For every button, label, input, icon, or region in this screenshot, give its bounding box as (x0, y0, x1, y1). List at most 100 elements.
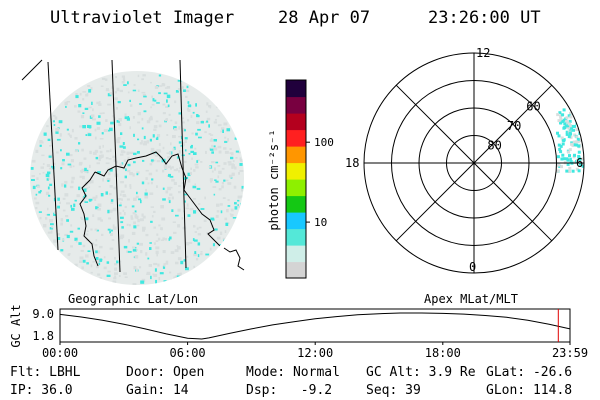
emission-dot (121, 75, 125, 78)
emission-dot (99, 112, 103, 115)
emission-dot (119, 163, 123, 166)
emission-dot (238, 171, 240, 175)
emission-dot (168, 113, 171, 116)
emission-dot (146, 140, 150, 144)
emission-dot (109, 247, 114, 250)
aurora-dot (577, 169, 581, 173)
emission-dot (94, 128, 97, 132)
emission-dot (126, 151, 130, 155)
emission-dot (113, 158, 116, 162)
emission-dot (136, 249, 138, 251)
emission-dot (181, 117, 184, 119)
emission-dot (108, 129, 111, 132)
emission-dot (163, 280, 167, 283)
colorbar-swatch (286, 96, 306, 114)
aurora-dot (574, 140, 578, 144)
aurora-dot (577, 110, 581, 114)
emission-dot (206, 117, 211, 121)
emission-dot (132, 249, 137, 252)
emission-dot (123, 272, 127, 275)
aurora-dot (558, 147, 562, 151)
emission-dot (79, 256, 84, 260)
emission-dot (186, 85, 189, 89)
emission-dot (97, 250, 101, 254)
emission-dot (88, 89, 92, 93)
emission-dot (153, 226, 156, 229)
aurora-dot (577, 120, 581, 124)
emission-dot (136, 171, 140, 174)
emission-dot (173, 126, 177, 129)
emission-dot (173, 169, 177, 172)
emission-dot (146, 271, 151, 275)
emission-dot (162, 237, 165, 240)
emission-dot (80, 216, 83, 219)
emission-dot (158, 224, 161, 227)
emission-dot (215, 214, 219, 218)
emission-dot (150, 115, 153, 118)
emission-dot (80, 171, 83, 174)
emission-dot (95, 195, 98, 199)
emission-dot (39, 173, 41, 175)
aurora-dot (563, 126, 567, 129)
emission-dot (235, 157, 238, 159)
emission-dot (219, 231, 223, 235)
emission-dot (116, 138, 120, 142)
colorbar-swatches (286, 80, 306, 279)
emission-dot (80, 249, 84, 252)
emission-dot (150, 159, 154, 162)
emission-dot (141, 140, 143, 143)
emission-dot (82, 175, 85, 180)
emission-dot (153, 273, 158, 277)
emission-dot (185, 95, 188, 98)
emission-dot (188, 153, 191, 155)
emission-dot (141, 117, 144, 121)
emission-dot (223, 239, 226, 243)
emission-dot (210, 217, 214, 220)
geo-image-panel (21, 59, 245, 285)
emission-dot (126, 223, 129, 226)
emission-dot (150, 181, 153, 185)
emission-dot (166, 152, 170, 154)
emission-dot (129, 104, 133, 107)
emission-dot (46, 125, 49, 128)
emission-dot (107, 167, 110, 171)
emission-dot (232, 160, 235, 163)
emission-dot (159, 155, 161, 159)
emission-dot (133, 197, 137, 201)
emission-dot (208, 133, 212, 135)
emission-dot (130, 215, 133, 219)
emission-dot (139, 103, 142, 105)
emission-dot (53, 212, 57, 216)
emission-dot (123, 212, 126, 216)
mlt-label-18: 18 (345, 156, 359, 170)
colorbar-tick-label: 10 (314, 216, 327, 229)
emission-dot (208, 105, 212, 108)
aurora-dot (562, 108, 566, 112)
ip-status: IP: 36.0 (10, 383, 73, 398)
emission-dot (98, 103, 102, 106)
emission-dot (101, 154, 104, 158)
emission-dot (120, 150, 125, 153)
emission-dot (200, 161, 203, 163)
emission-dot (123, 79, 126, 82)
emission-dot (173, 181, 177, 185)
emission-dot (226, 209, 229, 213)
emission-dot (185, 89, 190, 93)
emission-dot (84, 217, 89, 221)
emission-dot (109, 148, 112, 152)
emission-dot (170, 279, 175, 282)
colorbar-swatch (286, 129, 306, 147)
emission-dot (106, 261, 110, 264)
emission-dot (127, 116, 130, 120)
emission-dot (152, 98, 155, 102)
emission-dot (192, 198, 197, 200)
emission-dot (210, 137, 213, 141)
emission-dot (171, 196, 174, 200)
emission-dot (71, 128, 74, 133)
aurora-dot (586, 139, 589, 142)
emission-dot (234, 202, 237, 205)
emission-dot (107, 103, 111, 106)
emission-dot (181, 217, 184, 220)
emission-dot (231, 164, 235, 168)
emission-dot (64, 101, 68, 106)
